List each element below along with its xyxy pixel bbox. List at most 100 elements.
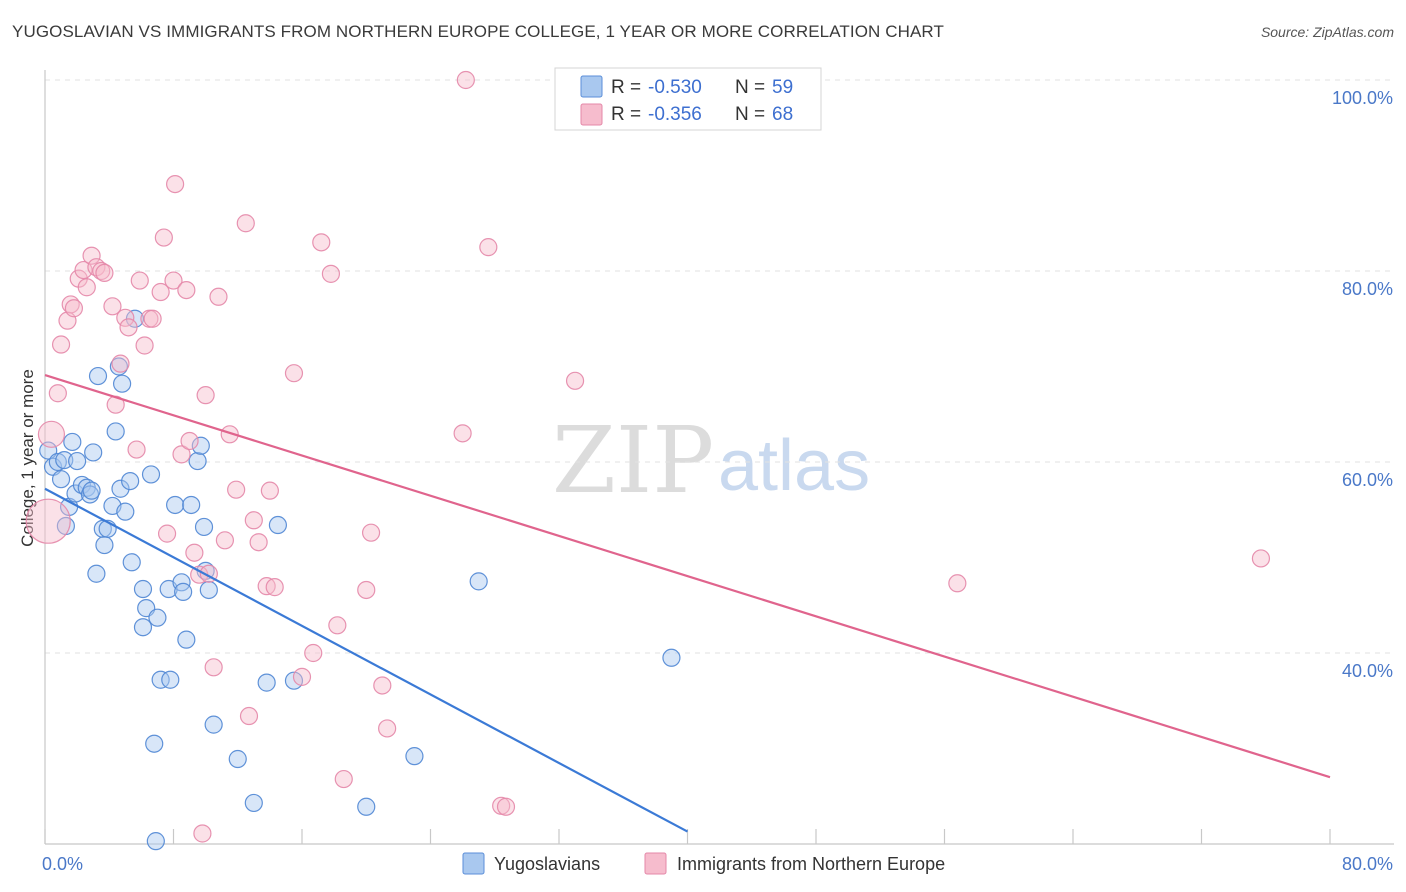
y-tick-label-60: 60.0% [1342, 470, 1393, 490]
point-0-27 [122, 553, 141, 572]
point-0-30 [133, 618, 153, 637]
point-1-24 [151, 282, 170, 302]
legend-r-label-1: R = [611, 77, 641, 98]
point-0-25 [116, 502, 135, 521]
point-0-51 [244, 793, 263, 813]
chart-title: YUGOSLAVIAN VS IMMIGRANTS FROM NORTHERN … [12, 22, 944, 41]
point-0-57 [469, 572, 488, 591]
point-0-21 [106, 422, 125, 441]
point-1-17 [116, 308, 135, 327]
trend-lines [44, 374, 1331, 833]
point-0-36 [151, 670, 170, 689]
series-legend-label-northern-europe: Immigrants from Northern Europe [677, 854, 945, 874]
point-0-32 [141, 465, 161, 484]
point-1-40 [220, 425, 239, 444]
point-1-16 [111, 354, 130, 373]
point-0-4 [55, 450, 74, 470]
point-1-34 [193, 824, 212, 843]
series-legend-label-yugoslavians: Yugoslavians [494, 854, 600, 874]
point-1-13 [95, 263, 114, 283]
point-0-52 [257, 673, 276, 692]
point-1-21 [135, 336, 154, 355]
point-1-66 [948, 574, 967, 593]
point-1-64 [496, 797, 516, 816]
point-1-12 [92, 261, 111, 281]
point-0-40 [172, 573, 191, 592]
point-1-48 [265, 578, 284, 597]
point-1-56 [357, 580, 376, 600]
point-0-43 [182, 495, 201, 515]
point-1-62 [479, 238, 498, 257]
point-1-28 [166, 174, 185, 194]
trend-line-northern-europe [44, 374, 1331, 779]
point-0-41 [174, 582, 193, 601]
point-1-41 [227, 480, 246, 499]
legend-n-value-1: 59 [772, 77, 793, 98]
point-1-1 [37, 420, 66, 448]
point-1-52 [312, 233, 331, 252]
series-legend-swatch-yugoslavians [462, 852, 485, 875]
point-0-58 [662, 648, 681, 667]
point-1-6 [64, 299, 84, 318]
point-0-53 [268, 515, 288, 535]
point-0-3 [51, 470, 71, 489]
point-1-65 [565, 371, 585, 390]
point-0-35 [148, 608, 167, 627]
legend-r-value-2: -0.356 [648, 104, 702, 125]
x-tick-label-max: 80.0% [1342, 854, 1393, 874]
point-0-55 [357, 797, 376, 816]
point-1-2 [48, 384, 67, 403]
legend-r-label-2: R = [611, 104, 641, 125]
point-0-49 [204, 715, 223, 734]
series-yugoslavians-points [39, 309, 681, 851]
watermark-atlas: atlas [718, 426, 870, 506]
y-axis-label: College, 1 year or more [18, 369, 37, 547]
point-1-45 [249, 533, 268, 552]
point-1-58 [373, 676, 392, 695]
point-0-15 [87, 564, 106, 583]
point-1-10 [82, 246, 101, 265]
point-1-3 [51, 335, 71, 354]
point-1-14 [103, 297, 122, 316]
point-1-18 [119, 318, 138, 337]
point-0-23 [111, 479, 130, 498]
point-0-22 [109, 357, 128, 376]
legend-swatch-northern-europe [580, 103, 603, 126]
point-1-49 [284, 364, 304, 383]
point-0-24 [112, 374, 132, 393]
point-0-46 [194, 517, 214, 537]
legend-n-label-1: N = [735, 77, 765, 98]
data-points [25, 70, 1271, 851]
point-1-60 [453, 424, 472, 443]
trend-line-yugoslavians [44, 487, 689, 833]
point-1-53 [321, 264, 341, 283]
point-1-44 [244, 511, 263, 530]
legend-r-value-1: -0.530 [648, 77, 702, 98]
x-tick-label-min: 0.0% [42, 854, 83, 874]
point-0-44 [188, 451, 207, 471]
point-0-29 [133, 579, 153, 599]
point-0-50 [228, 749, 247, 769]
legend-n-value-2: 68 [772, 104, 793, 125]
point-0-9 [68, 451, 87, 471]
point-1-29 [172, 445, 191, 464]
point-0-18 [95, 535, 114, 555]
y-tick-label-100: 100.0% [1332, 88, 1393, 108]
point-1-30 [177, 281, 196, 300]
point-0-26 [121, 472, 140, 491]
series-legend-swatch-northern-europe [644, 852, 667, 875]
point-1-51 [304, 643, 323, 663]
y-tick-labels: 40.0% 60.0% 80.0% 100.0% [1332, 88, 1393, 681]
point-1-42 [236, 214, 255, 233]
point-0-16 [88, 366, 108, 386]
watermark-zip: ZIP [552, 407, 714, 514]
point-0-13 [82, 481, 101, 500]
point-1-61 [456, 70, 475, 90]
point-0-14 [84, 443, 103, 462]
point-1-39 [215, 531, 234, 550]
point-1-9 [77, 278, 96, 297]
y-tick-label-80: 80.0% [1342, 279, 1393, 299]
stats-legend: R = -0.530 N = 59 R = -0.356 N = 68 [554, 67, 822, 131]
point-1-25 [154, 228, 173, 247]
